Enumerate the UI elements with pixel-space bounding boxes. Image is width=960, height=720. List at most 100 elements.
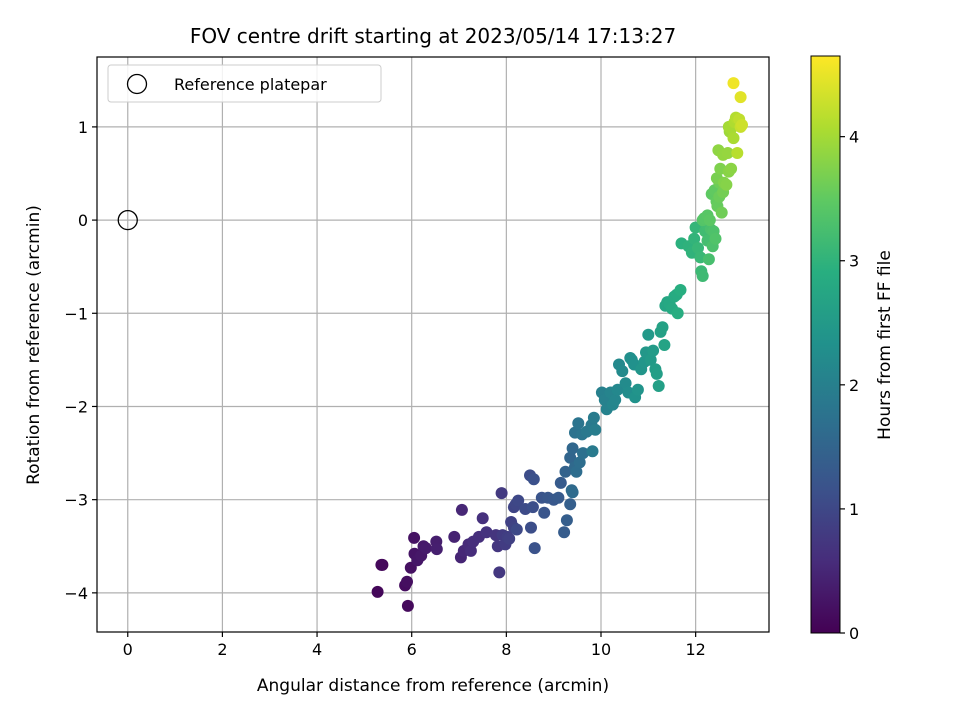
data-point xyxy=(611,383,624,396)
data-point xyxy=(503,532,516,545)
data-point xyxy=(510,523,523,536)
data-point xyxy=(731,147,744,159)
data-point xyxy=(495,487,508,500)
data-point xyxy=(538,506,551,519)
data-point xyxy=(570,465,583,478)
data-point xyxy=(512,494,525,507)
data-point xyxy=(642,328,655,341)
data-point xyxy=(566,486,579,499)
data-point xyxy=(647,344,660,357)
data-point xyxy=(554,476,567,489)
data-point xyxy=(619,377,632,390)
data-point xyxy=(476,512,489,525)
x-tick-label: 4 xyxy=(312,640,322,659)
data-point xyxy=(656,321,669,334)
data-point xyxy=(609,393,622,406)
data-point xyxy=(564,451,577,464)
data-point xyxy=(689,221,702,234)
reference-platepar-marker xyxy=(117,209,138,231)
colorbar-tick-label: 0 xyxy=(849,624,859,643)
grid-lines xyxy=(97,57,769,632)
colorbar-tick-label: 1 xyxy=(849,500,859,519)
data-point xyxy=(671,307,684,320)
data-point xyxy=(566,442,579,455)
data-point xyxy=(702,253,715,266)
data-point xyxy=(480,526,493,539)
data-point xyxy=(734,91,747,104)
data-point xyxy=(464,544,477,557)
y-tick-label: −4 xyxy=(64,584,88,603)
legend-entry-reference-platepar: Reference platepar xyxy=(174,75,327,94)
data-point xyxy=(652,380,665,392)
data-point xyxy=(720,178,733,191)
colorbar-tick-label: 3 xyxy=(849,252,859,271)
y-axis-ticks: −4 −3 −2 −1 0 1 xyxy=(64,118,97,603)
data-point xyxy=(527,473,540,486)
data-point xyxy=(703,214,716,227)
data-point xyxy=(650,367,663,380)
data-point xyxy=(688,232,701,245)
colorbar-gradient xyxy=(810,55,841,634)
x-tick-label: 0 xyxy=(123,640,133,659)
data-point xyxy=(709,232,722,245)
legend: Reference platepar xyxy=(107,64,382,103)
y-tick-label: 0 xyxy=(78,211,88,230)
colorbar-tick-label: 4 xyxy=(849,128,859,147)
data-point xyxy=(725,162,738,175)
data-point xyxy=(736,119,748,131)
data-point xyxy=(587,411,600,424)
data-point xyxy=(692,242,704,254)
data-point xyxy=(371,585,384,598)
y-tick-label: −2 xyxy=(64,397,88,416)
colorbar-tick-label: 2 xyxy=(849,376,859,395)
data-point xyxy=(430,543,443,556)
y-tick-label: −1 xyxy=(64,304,88,323)
data-point xyxy=(401,575,413,588)
x-tick-label: 2 xyxy=(217,640,227,659)
legend-box xyxy=(107,64,382,103)
data-point xyxy=(558,526,571,539)
x-tick-label: 12 xyxy=(685,640,705,659)
data-point xyxy=(559,465,572,478)
data-point xyxy=(589,423,602,436)
data-point xyxy=(552,491,565,504)
data-point xyxy=(727,77,740,90)
data-point xyxy=(573,456,586,469)
data-point xyxy=(401,599,414,612)
data-point xyxy=(616,365,629,378)
data-point xyxy=(448,530,461,543)
data-point xyxy=(419,542,432,555)
data-point xyxy=(493,566,506,579)
data-points xyxy=(371,77,748,612)
data-point xyxy=(644,353,657,366)
y-tick-label: −3 xyxy=(64,491,88,510)
x-tick-label: 10 xyxy=(591,640,611,659)
data-point xyxy=(455,503,468,516)
y-tick-label: 1 xyxy=(78,118,88,137)
data-point xyxy=(528,542,541,555)
data-point xyxy=(721,147,734,159)
plot-frame xyxy=(96,56,770,633)
data-point xyxy=(727,132,740,145)
data-point xyxy=(408,531,421,544)
colorbar-label: Hours from first FF file xyxy=(875,250,895,440)
data-point xyxy=(631,383,644,396)
data-point xyxy=(564,498,577,511)
x-axis-ticks: 0 2 4 6 8 10 12 xyxy=(123,632,706,659)
y-axis-label: Rotation from reference (arcmin) xyxy=(24,205,44,485)
chart-title: FOV centre drift starting at 2023/05/14 … xyxy=(190,24,676,48)
data-point xyxy=(586,445,599,458)
x-tick-label: 8 xyxy=(501,640,511,659)
data-point xyxy=(560,514,573,527)
data-point xyxy=(658,339,671,351)
data-point xyxy=(696,270,709,282)
colorbar-ticks: 0 1 2 3 4 xyxy=(840,128,859,643)
legend-marker xyxy=(126,73,148,95)
data-point xyxy=(525,521,537,534)
x-axis-label: Angular distance from reference (arcmin) xyxy=(257,676,609,696)
colorbar: 0 1 2 3 4 Hours from first FF file xyxy=(810,55,895,643)
reference-marker-group xyxy=(117,209,138,231)
data-point xyxy=(375,558,388,571)
data-point xyxy=(715,206,728,219)
